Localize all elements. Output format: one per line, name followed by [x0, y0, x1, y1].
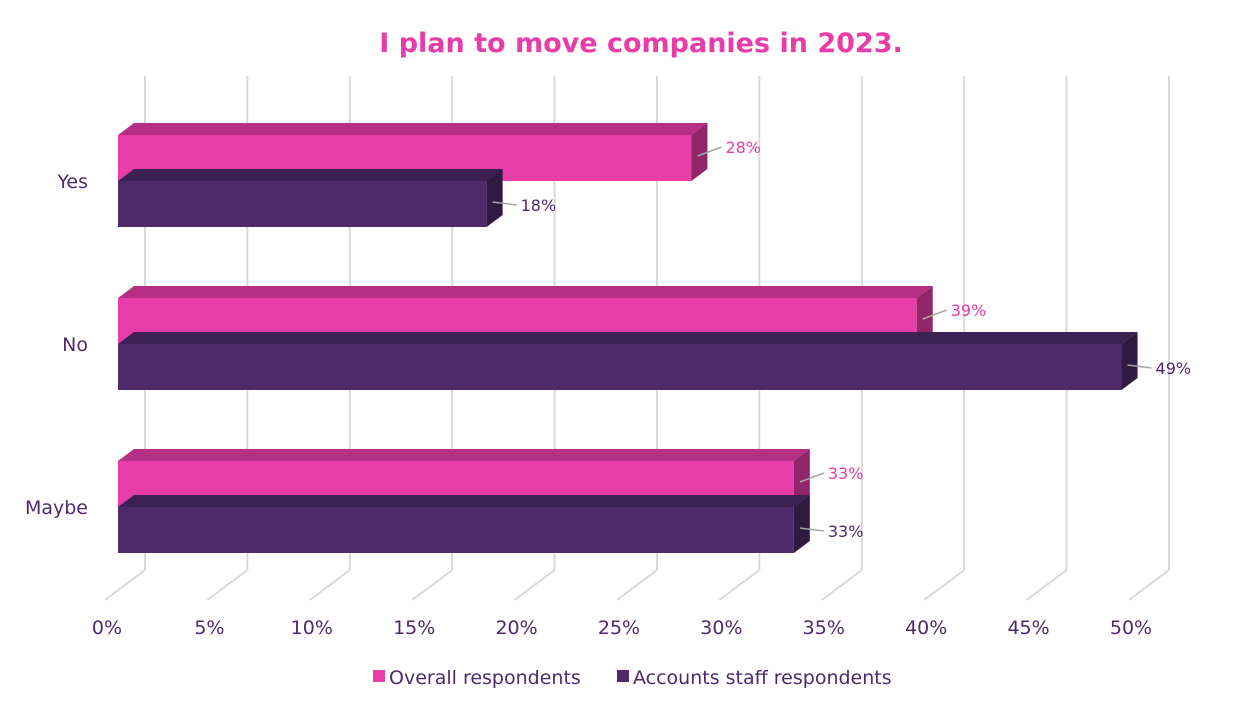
- bar: [118, 181, 487, 227]
- gridline-floor: [616, 569, 658, 601]
- tick-label: 5%: [194, 617, 224, 639]
- chart-title: I plan to move companies in 2023.: [379, 28, 903, 59]
- bar-top: [118, 449, 810, 461]
- gridline-floor: [309, 569, 351, 601]
- legend-swatch: [373, 670, 385, 682]
- leader-line: [922, 309, 947, 320]
- category-label: Maybe: [25, 497, 88, 519]
- bar-top: [118, 286, 933, 298]
- bar-top: [118, 169, 503, 181]
- tick-label: 30%: [700, 617, 742, 639]
- tick-label: 35%: [803, 617, 845, 639]
- tick-label: 20%: [495, 617, 537, 639]
- leader-line: [492, 201, 517, 206]
- gridline-floor: [411, 569, 453, 601]
- leader-line: [1127, 364, 1152, 369]
- gridline-floor: [718, 569, 761, 601]
- data-labels: 28% 18% 39% 49% 33% 33%: [492, 138, 1192, 541]
- legend-label: Accounts staff respondents: [633, 667, 892, 689]
- legend-label: Overall respondents: [389, 667, 581, 689]
- bar: [118, 507, 794, 553]
- bar-top: [118, 123, 708, 135]
- bar-side: [793, 495, 810, 553]
- gridline-floor: [1128, 569, 1170, 601]
- gridline-floor: [206, 569, 248, 601]
- gridline-floor: [513, 569, 556, 601]
- gridline-floor: [923, 569, 965, 601]
- legend: Overall respondents Accounts staff respon…: [373, 667, 892, 689]
- tick-label: 45%: [1007, 617, 1049, 639]
- bar: [118, 344, 1122, 390]
- bar-side: [916, 286, 933, 344]
- tick-label: 15%: [393, 617, 435, 639]
- leader-line: [799, 472, 825, 483]
- data-label: 33%: [828, 522, 864, 541]
- gridline-floor: [1025, 569, 1068, 601]
- bar-top: [118, 495, 810, 507]
- tick-label: 10%: [291, 617, 333, 639]
- category-label: No: [62, 334, 88, 356]
- value-axis: 0% 5% 10% 15% 20% 25% 30% 35% 40% 45% 50%: [92, 617, 1152, 639]
- bar-top: [118, 332, 1138, 344]
- bar-side: [1121, 332, 1138, 390]
- gridline-floor: [821, 569, 863, 601]
- bar-side: [793, 449, 810, 507]
- leader-line: [799, 527, 824, 532]
- category-label: Yes: [56, 171, 88, 193]
- bar-side: [691, 123, 708, 181]
- bars: [118, 123, 1138, 553]
- data-label: 28%: [725, 138, 761, 157]
- tick-label: 25%: [598, 617, 640, 639]
- tick-label: 0%: [92, 617, 122, 639]
- data-label: 39%: [951, 301, 987, 320]
- tick-label: 40%: [905, 617, 947, 639]
- data-label: 33%: [828, 464, 864, 483]
- category-axis: Yes No Maybe: [25, 171, 88, 519]
- legend-swatch: [617, 670, 629, 682]
- tick-label: 50%: [1110, 617, 1152, 639]
- leader-line: [697, 146, 722, 157]
- data-label: 18%: [521, 196, 557, 215]
- data-label: 49%: [1156, 359, 1192, 378]
- gridline-floor: [104, 569, 146, 601]
- bar-side: [486, 169, 503, 227]
